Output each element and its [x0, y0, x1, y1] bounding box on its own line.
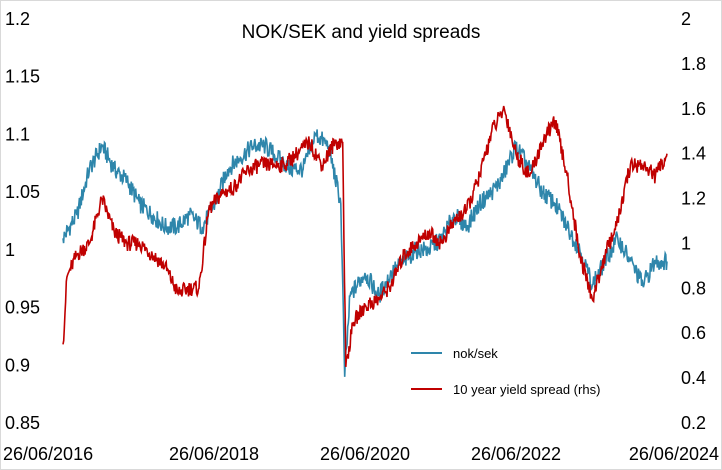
- left-tick-label: 0.95: [5, 298, 40, 318]
- right-tick-label: 1.6: [681, 99, 706, 119]
- left-tick-label: 1: [5, 240, 15, 260]
- left-tick-label: 1.05: [5, 182, 40, 202]
- right-tick-label: 1.8: [681, 54, 706, 74]
- right-tick-label: 0.2: [681, 413, 706, 433]
- right-tick-label: 0.6: [681, 323, 706, 343]
- series-line-nok-sek: [62, 129, 668, 377]
- x-axis-ticks: 26/06/2016 26/06/2018 26/06/2020 26/06/2022…: [3, 444, 719, 464]
- right-tick-label: 1.4: [681, 144, 706, 164]
- left-axis-ticks: 0.85 0.9 0.95 1 1.05 1.1 1.15 1.2: [5, 9, 40, 433]
- x-tick-label: 26/06/2016: [3, 444, 93, 464]
- right-tick-label: 0.8: [681, 278, 706, 298]
- right-tick-label: 0.4: [681, 368, 706, 388]
- left-tick-label: 0.9: [5, 355, 30, 375]
- x-tick-label: 26/06/2020: [320, 444, 410, 464]
- left-tick-label: 1.1: [5, 124, 30, 144]
- legend-label-nok-sek: nok/sek: [453, 346, 498, 361]
- series-line-10y-spread: [62, 105, 668, 367]
- left-tick-label: 0.85: [5, 413, 40, 433]
- legend-label-10y-spread: 10 year yield spread (rhs): [453, 382, 600, 397]
- chart-title: NOK/SEK and yield spreads: [242, 22, 481, 43]
- left-tick-label: 1.2: [5, 9, 30, 29]
- legend: nok/sek 10 year yield spread (rhs): [411, 346, 600, 397]
- right-axis-ticks: 0.2 0.4 0.6 0.8 1 1.2 1.4 1.6 1.8 2: [681, 9, 706, 433]
- right-tick-label: 2: [681, 9, 691, 29]
- left-tick-label: 1.15: [5, 67, 40, 87]
- right-tick-label: 1: [681, 233, 691, 253]
- x-tick-label: 26/06/2024: [629, 444, 719, 464]
- right-tick-label: 1.2: [681, 189, 706, 209]
- x-tick-label: 26/06/2022: [471, 444, 561, 464]
- x-tick-label: 26/06/2018: [169, 444, 259, 464]
